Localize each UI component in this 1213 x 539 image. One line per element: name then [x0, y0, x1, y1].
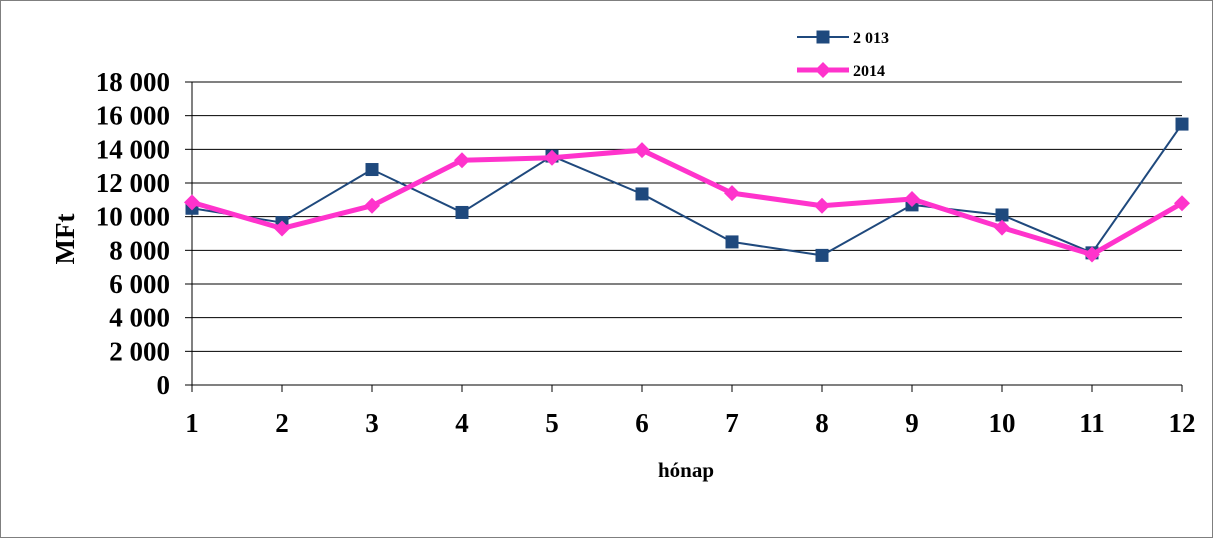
data-point-2-10 — [994, 219, 1010, 236]
legend: 2 013 2014 — [797, 30, 889, 80]
data-point-2-2 — [274, 220, 290, 237]
y-axis-title: MFt — [50, 214, 80, 265]
legend-entry-2: 2014 — [797, 62, 885, 80]
legend-label: 2 013 — [853, 30, 889, 47]
legend-label: 2014 — [853, 63, 885, 80]
data-point-2-7 — [724, 185, 740, 202]
y-tick-label: 6 000 — [109, 269, 170, 299]
y-tick-label: 12 000 — [96, 168, 170, 198]
x-tick-label: 9 — [905, 408, 919, 438]
y-tick-label: 8 000 — [109, 235, 170, 265]
y-tick-label: 10 000 — [96, 202, 170, 232]
data-point-2-1 — [184, 194, 200, 211]
x-tick-label: 2 — [275, 408, 289, 438]
data-point-2-9 — [904, 190, 920, 207]
data-point-1-12 — [1175, 117, 1189, 131]
y-tick-label: 18 000 — [96, 67, 170, 97]
gridlines — [192, 81, 1182, 352]
y-tick-label: 0 — [157, 370, 171, 400]
axes — [185, 81, 1183, 392]
data-point-1-6 — [635, 187, 649, 201]
y-tick-label: 2 000 — [109, 336, 170, 366]
x-tick-label: 11 — [1079, 408, 1105, 438]
data-point-1-4 — [455, 205, 469, 219]
legend-entry-1: 2 013 — [797, 30, 889, 47]
x-tick-label: 7 — [725, 408, 739, 438]
x-tick-labels: 1 2 3 4 5 6 7 8 9 10 11 12 — [185, 408, 1195, 438]
series-2 — [184, 142, 1190, 263]
data-point-1-3 — [365, 163, 379, 177]
data-point-1-8 — [815, 248, 829, 262]
y-tick-label: 14 000 — [96, 134, 170, 164]
data-point-2-4 — [454, 152, 470, 169]
series-layer — [184, 117, 1190, 263]
data-point-2-3 — [364, 197, 380, 214]
x-tick-label: 10 — [989, 408, 1016, 438]
x-tick-label: 4 — [455, 408, 469, 438]
series-line — [191, 147, 1184, 258]
x-tick-label: 12 — [1169, 408, 1196, 438]
data-point-2-6 — [634, 142, 650, 159]
x-tick-label: 1 — [185, 408, 199, 438]
x-tick-label: 8 — [815, 408, 829, 438]
data-point-2-11 — [1084, 246, 1100, 263]
y-tick-label: 16 000 — [96, 101, 170, 131]
data-point-2-12 — [1174, 195, 1190, 212]
y-tick-label: 4 000 — [109, 303, 170, 333]
data-point-2-5 — [544, 149, 560, 166]
data-point-legend-1 — [816, 30, 830, 44]
x-tick-label: 3 — [365, 408, 379, 438]
series-line — [191, 123, 1183, 257]
data-point-1-7 — [725, 235, 739, 249]
data-point-2-8 — [814, 197, 830, 214]
x-axis-title: hónap — [658, 458, 714, 482]
x-tick-label: 6 — [635, 408, 649, 438]
data-point-legend-2 — [815, 62, 831, 78]
data-point-1-10 — [995, 208, 1009, 222]
x-tick-label: 5 — [545, 408, 559, 438]
